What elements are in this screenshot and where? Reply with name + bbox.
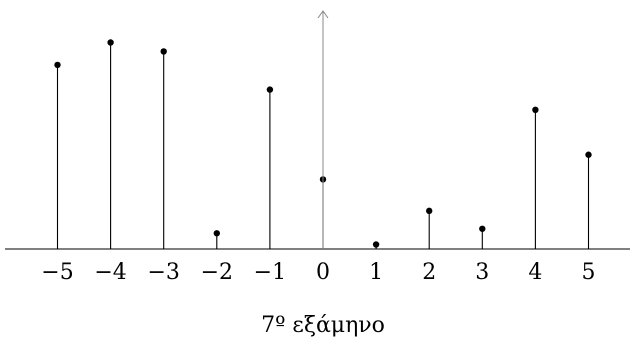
stem-marker (213, 230, 220, 237)
stem-1 (107, 39, 114, 249)
x-tick-label: −1 (254, 260, 286, 285)
stem-4 (266, 86, 274, 249)
stem-marker (266, 86, 274, 93)
x-tick-label: 1 (369, 260, 383, 285)
x-tick-label: −2 (201, 260, 233, 285)
tick-labels-group: −5 −4 −3 −2 −1 0 1 2 3 4 5 (41, 260, 595, 285)
stem-9 (532, 106, 539, 249)
x-tick-label: 0 (316, 260, 330, 285)
x-tick-label: −3 (147, 260, 179, 285)
stem-6 (372, 241, 380, 249)
x-tick-label: 2 (422, 260, 436, 285)
stem-3 (213, 230, 220, 249)
stem-10 (585, 151, 592, 249)
stem-marker (585, 151, 592, 158)
x-tick-label: 3 (475, 260, 489, 285)
stem-marker (372, 241, 380, 248)
stem-2 (160, 48, 167, 249)
stem-0 (54, 61, 61, 249)
stem-7 (426, 207, 433, 249)
stem-marker (54, 61, 61, 69)
stem-marker (532, 106, 539, 114)
stem-8 (479, 225, 486, 249)
stem-marker (107, 39, 114, 46)
axes-group (5, 10, 630, 250)
x-tick-label: −5 (41, 260, 73, 285)
x-tick-label: 4 (528, 260, 542, 285)
y-axis-arrow-icon (317, 10, 329, 19)
stem-marker (160, 48, 167, 55)
x-axis-caption: 7º εξάμηνο (261, 313, 385, 338)
stem-marker (426, 207, 433, 215)
x-tick-label: −4 (94, 260, 126, 285)
x-tick-label: 5 (582, 260, 596, 285)
stem-marker (479, 225, 486, 232)
